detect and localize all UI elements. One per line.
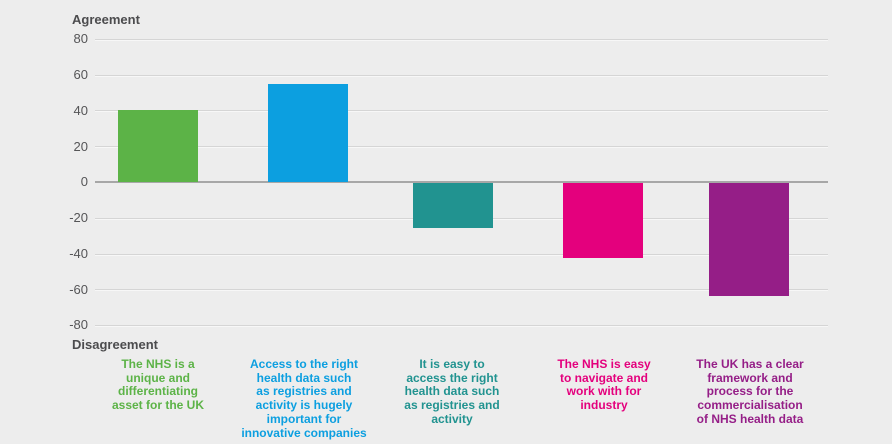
gridline [95, 110, 828, 111]
gridline [95, 289, 828, 290]
bar [413, 183, 493, 228]
bar [118, 110, 198, 182]
category-label: Access to the right health data such as … [241, 357, 367, 440]
y-tick-label: 0 [80, 174, 88, 189]
y-tick-label: -80 [69, 317, 88, 332]
y-tick-label: 60 [73, 67, 88, 82]
gridline [95, 254, 828, 255]
zero-axis-line [95, 181, 828, 183]
y-tick-label: -20 [69, 210, 88, 225]
gridline [95, 146, 828, 147]
category-label: It is easy to access the right health da… [404, 357, 500, 426]
gridline [95, 325, 828, 326]
y-tick-label: 80 [73, 31, 88, 46]
y-tick-label: 20 [73, 139, 88, 154]
gridline [95, 39, 828, 40]
bar [709, 183, 789, 296]
category-label: The NHS is easy to navigate and work wit… [557, 357, 651, 413]
y-tick-label: -60 [69, 282, 88, 297]
y-tick-label: -40 [69, 246, 88, 261]
axis-label-agreement: Agreement [72, 12, 140, 27]
axis-label-disagreement: Disagreement [72, 337, 158, 352]
gridline [95, 75, 828, 76]
bar [563, 183, 643, 259]
bar [268, 83, 348, 182]
category-label: The UK has a clear framework and process… [696, 357, 804, 426]
y-tick-label: 40 [73, 103, 88, 118]
category-label: The NHS is a unique and differentiating … [111, 357, 205, 413]
